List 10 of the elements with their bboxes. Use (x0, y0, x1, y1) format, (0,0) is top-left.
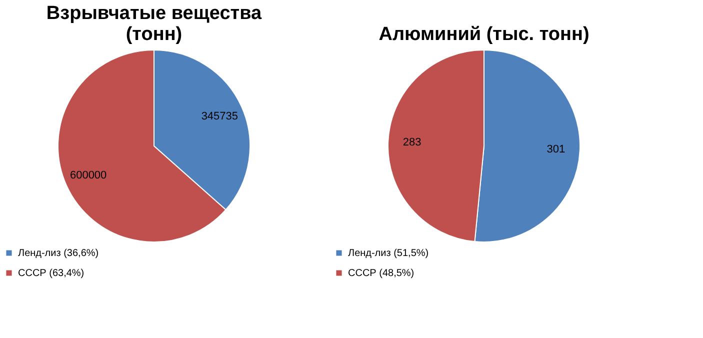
legend-label: Ленд-лиз (51,5%) (348, 248, 429, 259)
data-label: 301 (546, 143, 566, 156)
chart-title: Алюминий (тыс. тонн) (378, 24, 590, 45)
legend-label: Ленд-лиз (36,6%) (18, 248, 99, 259)
data-label: 283 (402, 136, 422, 149)
chart-title: Взрывчатые вещества (тонн) (46, 3, 262, 45)
legend-label: СССР (48,5%) (348, 268, 414, 279)
data-label: 345735 (201, 110, 238, 122)
legend-label: СССР (63,4%) (18, 268, 84, 279)
data-label: 600000 (70, 170, 107, 182)
